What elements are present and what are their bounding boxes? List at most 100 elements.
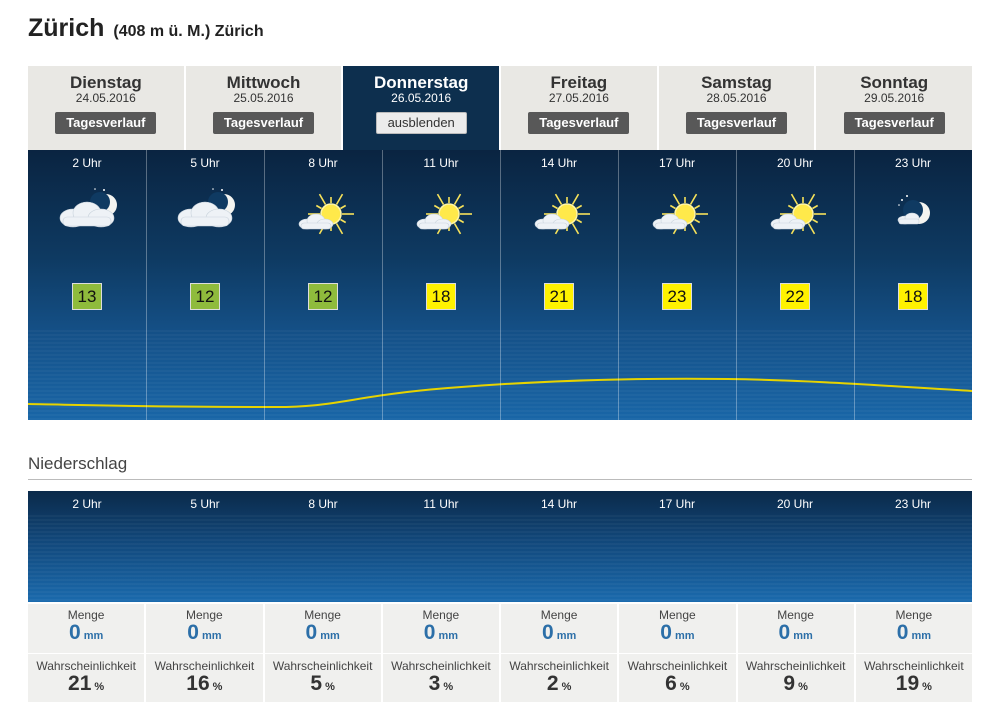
- probability-unit: %: [443, 681, 454, 693]
- sun-cloud-icon: [521, 180, 597, 240]
- probability-value: 9%: [738, 673, 854, 698]
- hour-column: 2 Uhr 13: [28, 150, 146, 420]
- menge-value: 0 mm: [856, 622, 972, 647]
- tab-day-date: 26.05.2016: [391, 91, 452, 105]
- menge-label: Menge: [304, 608, 341, 622]
- ausblenden-button[interactable]: ausblenden: [375, 112, 467, 134]
- menge-value: 0 mm: [383, 622, 499, 647]
- menge-label: Menge: [895, 608, 933, 622]
- tagesverlauf-button[interactable]: Tagesverlauf: [528, 112, 630, 134]
- stat-divider: [619, 653, 736, 654]
- menge-unit: mm: [556, 630, 577, 642]
- column-divider: [146, 150, 147, 420]
- tab-day-date: 27.05.2016: [548, 91, 609, 105]
- stat-divider: [382, 653, 499, 654]
- menge-number: 0: [187, 621, 199, 644]
- panel-stripes: [28, 515, 972, 602]
- menge-number: 0: [423, 621, 436, 644]
- temperature-badge: 18: [426, 283, 456, 310]
- sun-cloud-icon: [285, 180, 361, 240]
- precip-hour-column: 14 Uhr: [500, 491, 618, 511]
- hour-label: 5 Uhr: [190, 156, 220, 170]
- menge-value: 0 mm: [738, 622, 854, 647]
- sun-cloud-icon: [403, 180, 479, 240]
- precip-hour-column: 17 Uhr: [618, 491, 736, 511]
- precip-stat-cell: Menge 0 mm Wahrscheinlichkeit 3%: [382, 604, 501, 702]
- probability-unit: %: [94, 681, 105, 693]
- precipitation-title: Niederschlag: [28, 454, 128, 473]
- menge-label: Menge: [186, 608, 223, 622]
- tab-freitag[interactable]: Freitag 27.05.2016 Tagesverlauf: [501, 66, 659, 150]
- menge-unit: mm: [674, 630, 695, 642]
- tab-day-name: Mittwoch: [226, 73, 301, 92]
- probability-number: 6: [665, 672, 677, 695]
- probability-number: 2: [546, 672, 559, 695]
- tagesverlauf-button[interactable]: Tagesverlauf: [843, 112, 945, 134]
- menge-unit: mm: [201, 630, 222, 642]
- stat-divider: [501, 653, 618, 654]
- column-divider: [854, 150, 855, 420]
- hour-label: 5 Uhr: [190, 497, 220, 511]
- tab-day-date: 29.05.2016: [864, 91, 925, 105]
- tab-donnerstag[interactable]: Donnerstag 26.05.2016 ausblenden: [343, 66, 502, 150]
- temperature-badge: 21: [544, 283, 574, 310]
- precipitation-panel: 2 Uhr 5 Uhr 8 Uhr 11 Uhr 14 Uhr 17 Uhr 20 Uhr 2…: [28, 491, 972, 602]
- column-divider: [264, 150, 265, 420]
- probability-unit: %: [679, 681, 690, 693]
- probability-number: 21: [68, 672, 92, 695]
- tab-day-date: 28.05.2016: [706, 91, 767, 105]
- column-divider: [382, 150, 383, 420]
- probability-value: 19%: [856, 673, 972, 698]
- hourly-forecast-panel: 2 Uhr 13 5 Uhr 12 8 Uhr: [28, 150, 972, 420]
- probability-unit: %: [212, 681, 223, 693]
- tagesverlauf-button[interactable]: Tagesverlauf: [55, 112, 157, 134]
- menge-number: 0: [305, 621, 318, 644]
- hour-label: 8 Uhr: [308, 497, 338, 511]
- hour-label: 2 Uhr: [72, 156, 102, 170]
- tab-dienstag[interactable]: Dienstag 24.05.2016 Tagesverlauf: [28, 66, 186, 150]
- hour-column: 20 Uhr 22: [736, 150, 854, 420]
- probability-number: 5: [310, 672, 323, 695]
- section-divider: [28, 479, 972, 480]
- menge-number: 0: [896, 621, 909, 644]
- tagesverlauf-button[interactable]: Tagesverlauf: [685, 112, 788, 134]
- menge-unit: mm: [911, 630, 931, 642]
- hour-label: 17 Uhr: [658, 497, 696, 511]
- menge-label: Menge: [659, 608, 696, 622]
- precip-stat-cell: Menge 0 mm Wahrscheinlichkeit 19%: [855, 604, 972, 702]
- city-subtitle: (408 m ü. M.) Zürich: [113, 23, 264, 40]
- sun-cloud-icon: [639, 180, 715, 240]
- precip-stat-cell: Menge 0 mm Wahrscheinlichkeit 21%: [28, 604, 147, 702]
- tab-sonntag[interactable]: Sonntag 29.05.2016 Tagesverlauf: [816, 66, 973, 150]
- menge-unit: mm: [320, 630, 340, 642]
- hour-label: 11 Uhr: [423, 497, 459, 511]
- column-divider: [618, 150, 619, 420]
- moon-cloud-icon: [875, 180, 951, 240]
- hour-label: 11 Uhr: [423, 156, 459, 170]
- hour-label: 23 Uhr: [894, 156, 932, 170]
- tab-day-date: 25.05.2016: [233, 91, 294, 105]
- column-divider: [736, 150, 737, 420]
- tab-day-name: Sonntag: [860, 73, 929, 92]
- probability-label: Wahrscheinlichkeit: [864, 659, 964, 673]
- temperature-badge: 18: [898, 283, 928, 310]
- menge-value: 0 mm: [265, 622, 381, 647]
- probability-label: Wahrscheinlichkeit: [391, 659, 491, 673]
- hour-label: 8 Uhr: [308, 156, 338, 170]
- probability-label: Wahrscheinlichkeit: [627, 659, 728, 673]
- menge-value: 0 mm: [146, 622, 262, 647]
- tab-day-date: 24.05.2016: [75, 91, 136, 105]
- stat-divider: [737, 653, 854, 654]
- menge-value: 0 mm: [501, 622, 617, 647]
- hour-label: 20 Uhr: [776, 156, 814, 170]
- tab-day-name: Donnerstag: [373, 73, 469, 92]
- probability-unit: %: [922, 681, 932, 693]
- probability-value: 21%: [28, 673, 144, 698]
- tagesverlauf-button[interactable]: Tagesverlauf: [212, 112, 315, 134]
- hour-label: 2 Uhr: [72, 497, 102, 511]
- tab-mittwoch[interactable]: Mittwoch 25.05.2016 Tagesverlauf: [185, 66, 344, 150]
- probability-unit: %: [325, 681, 335, 693]
- tab-samstag[interactable]: Samstag 28.05.2016 Tagesverlauf: [658, 66, 817, 150]
- temperature-curve: [28, 377, 972, 409]
- hour-label: 23 Uhr: [894, 497, 932, 511]
